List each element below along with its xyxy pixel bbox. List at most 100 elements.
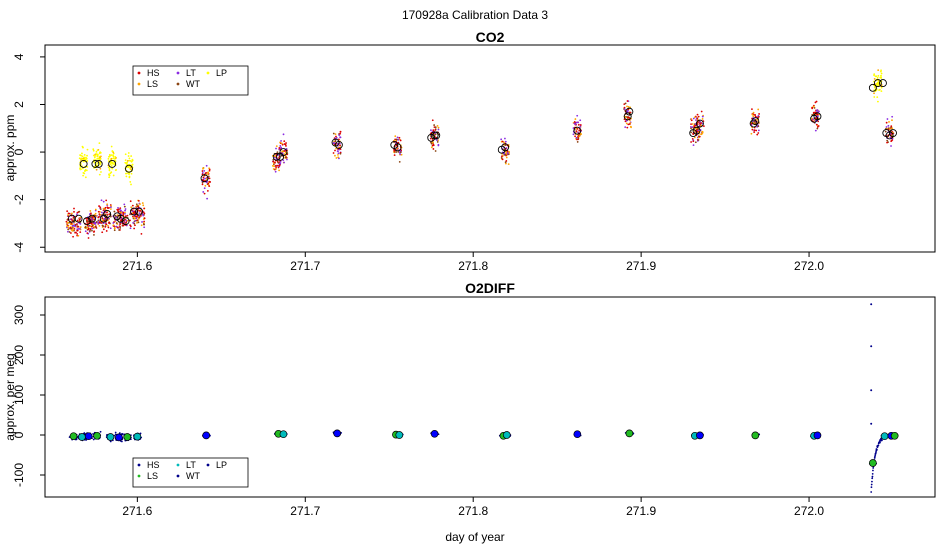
co2-raw-point	[504, 140, 507, 143]
o2diff-mean-marker	[502, 431, 511, 439]
co2-raw-point	[758, 113, 760, 115]
co2-raw-point	[398, 160, 401, 163]
co2-raw-point	[754, 115, 757, 118]
co2-raw-point	[114, 156, 117, 158]
o2diff-mean-marker	[696, 431, 704, 440]
co2-raw-point	[72, 235, 74, 238]
co2-mean-marker	[393, 143, 402, 152]
co2-raw-point	[338, 138, 340, 141]
co2-raw-point	[129, 227, 132, 230]
co2-raw-point	[109, 206, 112, 209]
co2-raw-point	[335, 137, 338, 139]
co2-raw-point	[132, 216, 135, 219]
co2-raw-point	[885, 121, 888, 124]
co2-raw-point	[208, 167, 211, 170]
co2-raw-point	[108, 176, 111, 179]
co2-raw-point	[93, 231, 95, 233]
co2-raw-point	[886, 139, 889, 142]
o2diff-x-tick-label: 272.0	[794, 504, 824, 518]
co2-raw-point	[393, 149, 396, 152]
figure-title: 170928a Calibration Data 3	[402, 8, 548, 22]
co2-raw-point	[816, 127, 819, 130]
co2-raw-point	[76, 228, 79, 231]
co2-raw-point	[78, 157, 81, 160]
co2-raw-point	[279, 162, 282, 165]
co2-legend-box	[132, 65, 249, 96]
co2-raw-point	[395, 151, 398, 153]
co2-raw-point	[82, 174, 85, 177]
co2-raw-point	[100, 222, 103, 224]
co2-raw-point	[579, 125, 582, 128]
co2-raw-point	[67, 212, 70, 215]
co2-raw-point	[629, 125, 632, 128]
co2-raw-point	[71, 212, 73, 215]
co2-raw-point	[92, 215, 95, 218]
co2-raw-point	[578, 129, 581, 132]
co2-raw-point	[699, 122, 701, 125]
o2diff-data-layer	[68, 303, 899, 493]
o2diff-raw-point	[881, 439, 883, 442]
co2-mean-marker	[94, 160, 103, 168]
co2-raw-point	[432, 144, 435, 147]
o2diff-raw-point	[874, 454, 877, 457]
co2-raw-point	[98, 152, 101, 155]
o2diff-mean-marker	[869, 459, 877, 467]
co2-raw-point	[812, 105, 815, 108]
co2-raw-point	[695, 119, 697, 122]
co2-raw-point	[131, 163, 134, 166]
o2diff-legend-swatch	[176, 474, 180, 478]
o2diff-raw-point	[871, 480, 873, 483]
co2-x-tick-label: 271.9	[626, 259, 656, 273]
co2-raw-point	[430, 129, 432, 132]
co2-raw-point	[131, 159, 133, 162]
o2diff-raw-point	[92, 438, 95, 441]
co2-raw-point	[112, 222, 115, 224]
co2-raw-point	[108, 167, 111, 170]
co2-raw-point	[339, 144, 341, 147]
co2-raw-point	[626, 126, 629, 129]
co2-mean-marker	[878, 79, 887, 88]
o2diff-y-axis-label: approx. per meg	[3, 353, 17, 440]
co2-raw-point	[500, 157, 503, 159]
co2-raw-point	[336, 143, 339, 145]
co2-raw-point	[702, 125, 705, 128]
co2-mean-marker	[74, 214, 83, 223]
co2-raw-point	[339, 136, 342, 139]
co2-raw-point	[124, 153, 127, 156]
co2-raw-point	[572, 133, 575, 136]
co2-raw-point	[78, 210, 81, 213]
co2-raw-point	[751, 128, 754, 131]
co2-raw-point	[106, 206, 109, 209]
co2-raw-point	[108, 221, 111, 224]
co2-raw-point	[576, 128, 579, 130]
co2-raw-point	[124, 159, 127, 162]
co2-raw-point	[142, 223, 145, 225]
co2-raw-point	[624, 102, 627, 105]
co2-raw-point	[116, 208, 119, 211]
co2-mean-marker	[116, 214, 125, 223]
co2-raw-point	[72, 216, 75, 219]
co2-raw-point	[112, 224, 115, 227]
co2-mean-marker	[751, 117, 760, 126]
o2diff-mean-marker	[573, 430, 582, 439]
co2-raw-point	[433, 124, 436, 126]
co2-raw-point	[98, 142, 101, 145]
co2-raw-point	[81, 145, 84, 148]
co2-raw-point	[94, 226, 97, 228]
co2-raw-point	[136, 222, 138, 224]
co2-raw-point	[142, 204, 145, 207]
co2-raw-point	[812, 118, 815, 121]
co2-raw-point	[113, 227, 116, 230]
co2-mean-marker	[88, 214, 96, 223]
co2-raw-point	[437, 126, 440, 129]
co2-raw-point	[99, 163, 102, 166]
co2-raw-point	[112, 154, 114, 157]
co2-raw-point	[102, 222, 105, 225]
co2-raw-point	[98, 205, 100, 207]
co2-raw-point	[690, 118, 693, 120]
co2-raw-point	[117, 206, 119, 209]
co2-raw-point	[67, 230, 69, 233]
o2diff-legend-swatch	[137, 474, 141, 478]
co2-raw-point	[73, 207, 75, 210]
co2-raw-point	[124, 208, 127, 210]
